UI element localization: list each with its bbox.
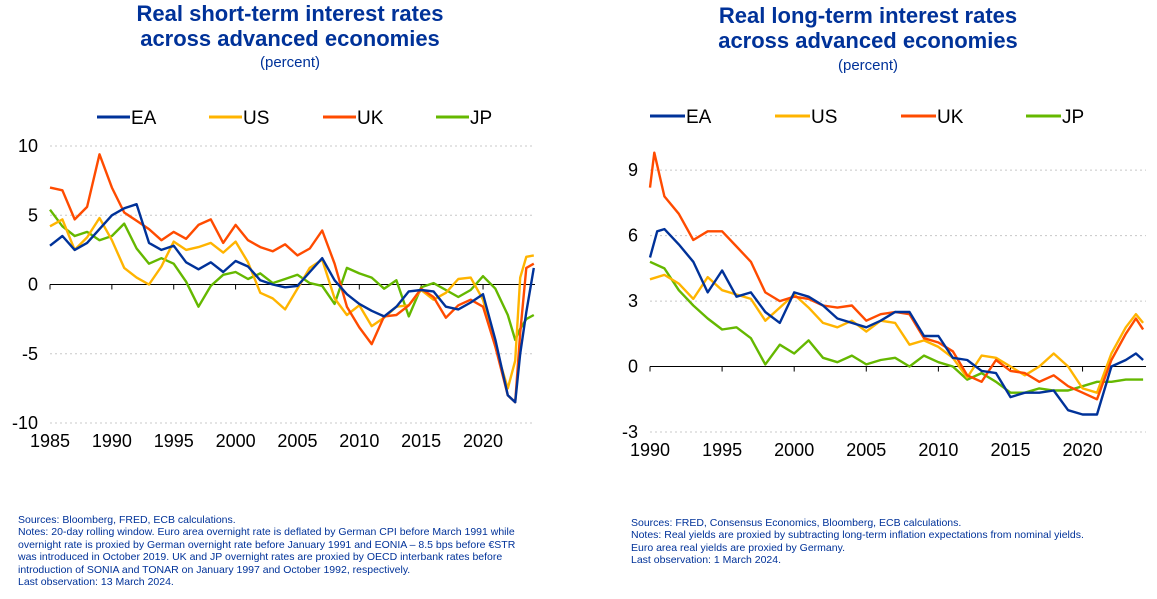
y-tick-label: 10 xyxy=(18,136,38,156)
x-tick-label: 2005 xyxy=(277,431,317,451)
right-notes: Sources: FRED, Consensus Economics, Bloo… xyxy=(631,517,1084,567)
legend-label-ea: EA xyxy=(131,108,157,129)
series-line-ea xyxy=(648,227,1144,416)
x-tick-label: 2015 xyxy=(401,431,441,451)
legend-label-jp: JP xyxy=(470,108,492,129)
left-note-line: Notes: 20-day rolling window. Euro area … xyxy=(18,526,515,539)
series-line-jp xyxy=(649,260,1144,394)
left-note-line: Last observation: 13 March 2024. xyxy=(18,576,174,589)
left-title-line1: Real short-term interest rates xyxy=(136,1,444,26)
right-note-line: Last observation: 1 March 2024. xyxy=(631,554,782,567)
left-note-line: was introduced in October 2019. UK and J… xyxy=(18,551,503,564)
y-tick-label: 6 xyxy=(628,226,638,246)
y-tick-label: -10 xyxy=(12,413,38,433)
left-chart-title: Real short-term interest rates across ad… xyxy=(60,1,520,51)
left-notes: Sources: Bloomberg, FRED, ECB calculatio… xyxy=(18,514,515,588)
legend-label-ea: EA xyxy=(686,107,712,128)
left-chart-subtitle: (percent) xyxy=(259,54,321,71)
left-note-line: introduction of SONIA and TONAR on Janua… xyxy=(18,563,411,576)
left-legend: EA US UK JP xyxy=(97,108,492,129)
legend-label-us: US xyxy=(811,107,837,128)
y-tick-label: 5 xyxy=(28,205,38,225)
y-tick-label: 9 xyxy=(628,160,638,180)
right-chart-subtitle: (percent) xyxy=(837,57,899,74)
left-note-line: overnight rate is proxied by German over… xyxy=(18,538,516,551)
right-title-line1: Real long-term interest rates xyxy=(718,3,1018,28)
right-note-line: Euro area real yields are proxied by Ger… xyxy=(631,541,845,554)
x-tick-label: 2010 xyxy=(918,440,958,460)
x-tick-label: 1995 xyxy=(702,440,742,460)
x-tick-label: 2010 xyxy=(339,431,379,451)
legend-label-us: US xyxy=(243,108,269,129)
x-tick-label: 1990 xyxy=(92,431,132,451)
right-title-line2: across advanced economies xyxy=(718,28,1018,53)
x-tick-label: 2005 xyxy=(846,440,886,460)
y-tick-label: -5 xyxy=(22,344,38,364)
legend-label-uk: UK xyxy=(357,108,384,129)
x-tick-label: 1985 xyxy=(30,431,70,451)
legend-label-jp: JP xyxy=(1062,107,1084,128)
x-tick-label: 2000 xyxy=(216,431,256,451)
left-note-line: Sources: Bloomberg, FRED, ECB calculatio… xyxy=(18,514,236,526)
series-line-jp xyxy=(49,208,535,342)
series-line-ea xyxy=(49,203,535,404)
left-title-line2: across advanced economies xyxy=(140,26,440,51)
series-line-us xyxy=(649,273,1145,394)
right-note-line: Sources: FRED, Consensus Economics, Bloo… xyxy=(631,517,962,529)
y-tick-label: 0 xyxy=(628,357,638,377)
right-chart-title: Real long-term interest rates across adv… xyxy=(638,3,1098,53)
x-tick-label: 2000 xyxy=(774,440,814,460)
y-tick-label: 3 xyxy=(628,291,638,311)
x-tick-label: 1995 xyxy=(154,431,194,451)
legend-label-uk: UK xyxy=(937,107,964,128)
right-legend: EA US UK JP xyxy=(650,107,1084,128)
y-tick-label: -3 xyxy=(622,422,638,442)
right-note-line: Notes: Real yields are proxied by subtra… xyxy=(631,529,1084,542)
x-tick-label: 2020 xyxy=(1063,440,1103,460)
x-tick-label: 2020 xyxy=(463,431,503,451)
x-tick-label: 1990 xyxy=(630,440,670,460)
x-tick-label: 2015 xyxy=(990,440,1030,460)
y-tick-label: 0 xyxy=(28,275,38,295)
